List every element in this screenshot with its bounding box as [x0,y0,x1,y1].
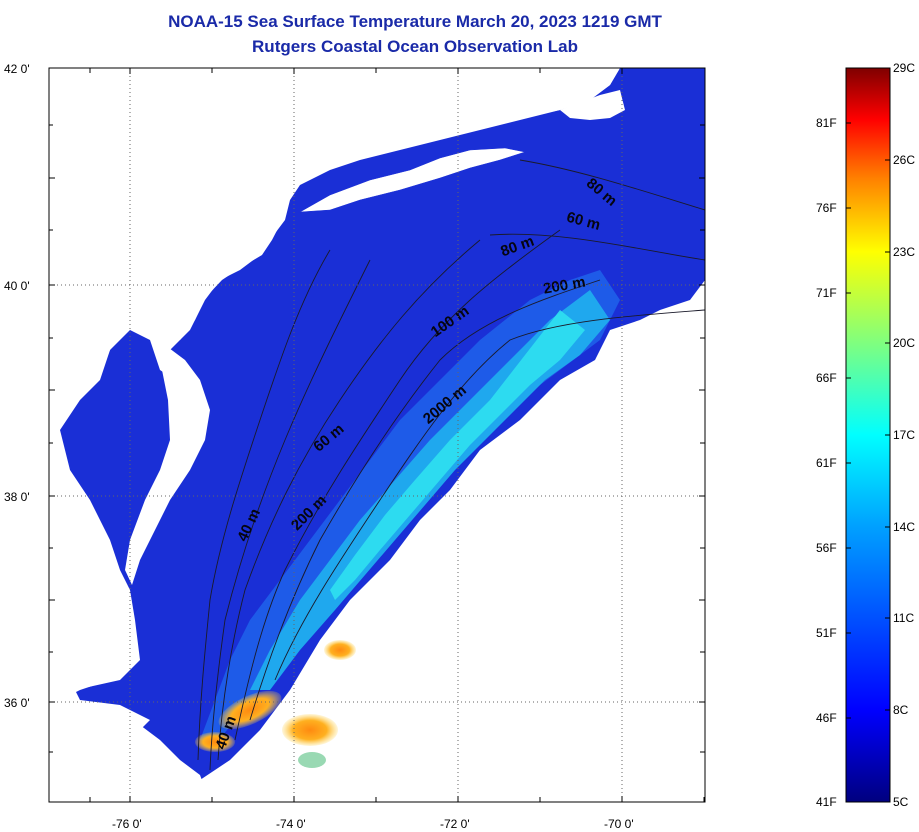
contour-shelf-upper [519,159,705,211]
cb-c-8: 8C [893,703,909,717]
ocean-layer [49,68,705,802]
cape-cod [560,90,625,120]
cb-f-81: 81F [816,116,837,130]
bathymetry-contours [197,159,705,771]
map-title: NOAA-15 Sea Surface Temperature March 20… [168,12,662,31]
new-england-coast [290,68,620,180]
cb-c-29: 29C [893,61,915,75]
contour-60m [209,259,371,771]
lat-label-38: 38 0' [4,490,30,504]
cb-c-20: 20C [893,336,915,350]
lat-label-40: 40 0' [4,279,30,293]
cb-f-66: 66F [816,371,837,385]
lon-label-72: -72 0' [440,817,470,831]
cb-c-17: 17C [893,428,915,442]
long-island [299,147,526,213]
latitude-labels: 42 0' 40 0' 38 0' 36 0' [4,62,30,710]
mid-atlantic-land [49,68,300,450]
delmarva-peninsula [125,345,210,585]
lon-label-76: -76 0' [112,817,142,831]
cb-f-61: 61F [816,456,837,470]
lat-label-36: 36 0' [4,696,30,710]
contour-40m [197,249,331,761]
cb-c-14: 14C [893,520,915,534]
warm-eddy-2 [324,640,356,660]
cb-f-76: 76F [816,201,837,215]
contour-200m [249,279,601,721]
north-carolina-land [49,705,210,802]
cb-f-46: 46F [816,711,837,725]
cb-f-71: 71F [816,286,837,300]
colorbar-celsius-labels: 29C 26C 23C 20C 17C 14C 11C 8C 5C [893,61,915,809]
ocean-shelf-area [60,68,705,790]
graticule [49,68,705,802]
contour-2000m [274,309,705,681]
cb-f-41: 41F [816,795,837,809]
map-border [48,67,706,803]
cb-c-5: 5C [893,795,909,809]
contour-100m [234,229,561,741]
warm-eddy-1 [282,714,338,746]
contour-shelf-mid [489,233,705,261]
cb-c-23: 23C [893,245,915,259]
lon-label-70: -70 0' [604,817,634,831]
cb-f-56: 56F [816,541,837,555]
cb-f-51: 51F [816,626,837,640]
lon-label-74: -74 0' [276,817,306,831]
contour-80m [217,239,481,761]
colorbar [845,67,891,803]
cb-c-26: 26C [893,153,915,167]
axis-ticks [49,67,705,802]
map-subtitle: Rutgers Coastal Ocean Observation Lab [252,37,578,56]
longitude-labels: -76 0' -74 0' -72 0' -70 0' [112,817,634,831]
colorbar-ticks [846,67,890,719]
gulf-stream-area [330,310,585,600]
lat-label-42: 42 0' [4,62,30,76]
warm-filament-2 [195,732,235,752]
cb-c-11: 11C [893,611,914,625]
warm-eddy-3 [298,752,326,768]
chesapeake-west-shore [49,460,130,705]
warm-filament-1 [218,690,282,730]
colorbar-fahrenheit-labels: 81F 76F 71F 66F 61F 56F 51F 46F 41F [816,116,837,809]
